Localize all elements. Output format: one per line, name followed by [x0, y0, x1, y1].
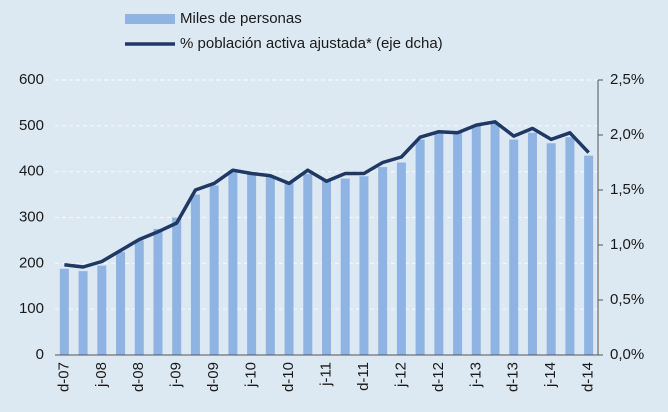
bar — [378, 167, 388, 355]
bar — [190, 194, 200, 355]
x-tick-label: j-12 — [392, 362, 409, 388]
bar — [153, 228, 163, 355]
x-tick-label: j-13 — [467, 362, 484, 388]
bar — [228, 171, 238, 355]
bar — [509, 139, 519, 355]
bar — [359, 176, 369, 355]
x-tick-label: j-10 — [243, 362, 260, 388]
x-tick-label: j-08 — [93, 362, 110, 388]
x-tick-label: d-10 — [280, 362, 297, 392]
y2-tick-label: 0,0% — [610, 346, 644, 363]
bar — [527, 132, 537, 355]
x-tick-label: j-11 — [317, 362, 334, 387]
x-tick-label: d-14 — [580, 362, 597, 392]
y2-tick-label: 0,5% — [610, 291, 644, 308]
bar — [78, 271, 88, 355]
y-tick-label: 500 — [19, 117, 44, 134]
x-tick-label: d-11 — [355, 362, 372, 391]
x-tick-label: j-14 — [542, 362, 559, 388]
bar — [284, 183, 294, 355]
line — [64, 120, 590, 269]
bar — [434, 132, 444, 355]
x-tick-label: d-09 — [205, 362, 222, 392]
y-tick-label: 200 — [19, 254, 44, 271]
bar — [565, 137, 575, 355]
bar — [415, 139, 425, 355]
y-tick-label: 400 — [19, 163, 44, 180]
x-tick-label: d-13 — [505, 362, 522, 392]
legend-swatch — [125, 14, 175, 24]
bar — [396, 162, 406, 355]
bar — [340, 178, 350, 355]
x-tick-label: j-09 — [168, 362, 185, 388]
x-tick-label: d-07 — [55, 362, 72, 392]
y2-tick-label: 2,5% — [610, 71, 644, 88]
y-tick-label: 0 — [36, 346, 44, 363]
bar — [322, 180, 331, 355]
bar — [247, 173, 257, 355]
y-tick-label: 600 — [19, 71, 44, 88]
bar — [134, 240, 144, 355]
bar — [453, 132, 463, 355]
bar — [209, 185, 219, 355]
y2-tick-label: 1,0% — [610, 236, 644, 253]
bar — [490, 123, 500, 356]
bar — [303, 173, 313, 355]
y2-tick-label: 1,5% — [610, 181, 644, 198]
bar — [116, 251, 126, 355]
bar — [59, 268, 69, 355]
x-tick-label: d-12 — [430, 362, 447, 392]
legend-label: Miles de personas — [180, 10, 302, 27]
y2-tick-label: 2,0% — [610, 126, 644, 143]
y-tick-label: 300 — [19, 208, 44, 225]
x-tick-label: d-08 — [130, 362, 147, 392]
bar — [471, 125, 481, 355]
y-tick-label: 100 — [19, 300, 44, 317]
bar — [546, 143, 556, 355]
bar — [97, 265, 107, 355]
bar — [265, 176, 275, 355]
bar — [584, 155, 594, 355]
bar — [172, 217, 182, 355]
legend-label: % población activa ajustada* (eje dcha) — [180, 35, 443, 52]
